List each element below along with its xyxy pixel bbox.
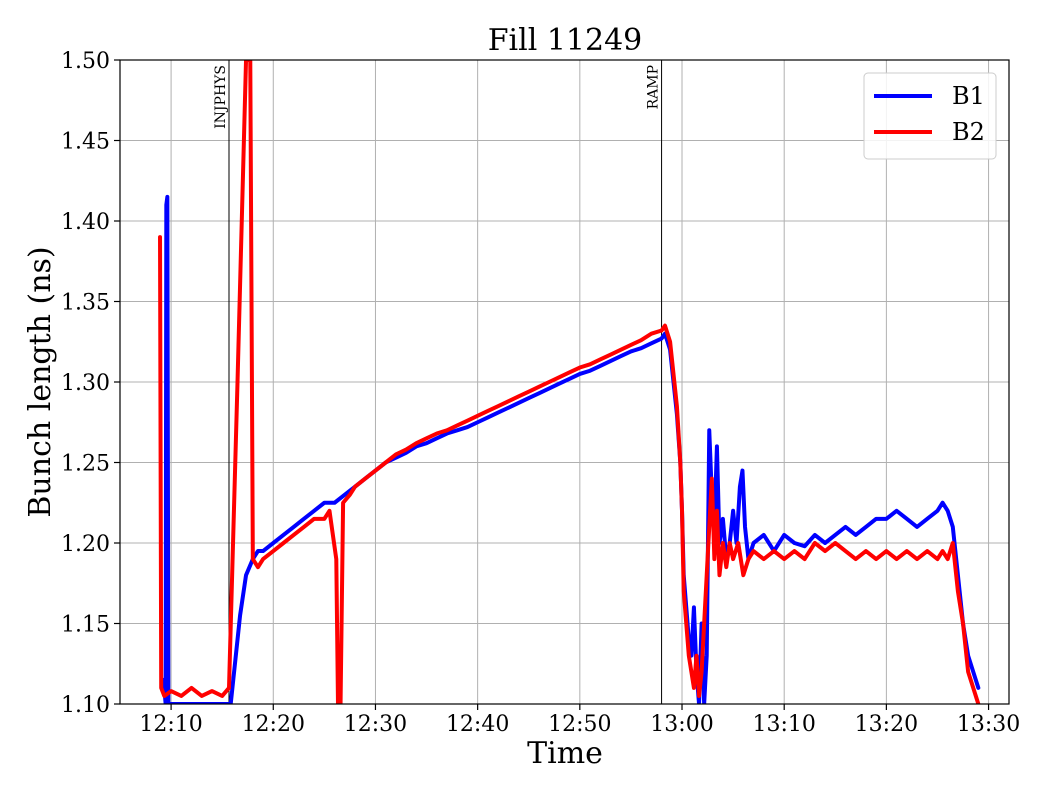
x-axis-ticks: 12:10 12:20 12:30 12:40 12:50 13:00 13:10 13:20… bbox=[139, 704, 1020, 737]
series-lines bbox=[158, 60, 981, 704]
y-axis-label: Bunch length (ns) bbox=[23, 246, 58, 517]
y-tick-label: 1.30 bbox=[61, 371, 110, 396]
y-tick-label: 1.15 bbox=[61, 613, 110, 638]
series-line-b2 bbox=[158, 60, 981, 704]
series-line-b1 bbox=[160, 194, 981, 704]
y-tick-label: 1.20 bbox=[61, 532, 110, 557]
event-marker-label: RAMP bbox=[646, 65, 662, 109]
chart-title: Fill 11249 bbox=[488, 23, 643, 58]
event-marker-label: INJPHYS bbox=[213, 65, 229, 129]
x-tick-label: 12:20 bbox=[242, 712, 305, 737]
y-tick-label: 1.50 bbox=[61, 49, 110, 74]
y-tick-label: 1.25 bbox=[61, 452, 110, 477]
x-tick-label: 13:20 bbox=[855, 712, 918, 737]
x-tick-label: 13:00 bbox=[650, 712, 713, 737]
x-tick-label: 13:30 bbox=[957, 712, 1020, 737]
event-markers: INJPHYS RAMP bbox=[213, 60, 663, 704]
y-tick-label: 1.45 bbox=[61, 130, 110, 155]
legend-label-b2: B2 bbox=[952, 118, 985, 146]
x-tick-label: 12:10 bbox=[139, 712, 202, 737]
y-axis-ticks: 1.10 1.15 1.20 1.25 1.30 1.35 1.40 1.45 1.50 bbox=[61, 49, 120, 718]
x-tick-label: 13:10 bbox=[752, 712, 815, 737]
y-tick-label: 1.10 bbox=[61, 693, 110, 718]
y-tick-label: 1.40 bbox=[61, 210, 110, 235]
x-axis-label: Time bbox=[527, 736, 603, 771]
x-tick-label: 12:40 bbox=[446, 712, 509, 737]
y-tick-label: 1.35 bbox=[61, 291, 110, 316]
legend-label-b1: B1 bbox=[952, 82, 985, 110]
x-tick-label: 12:50 bbox=[548, 712, 611, 737]
x-tick-label: 12:30 bbox=[344, 712, 407, 737]
